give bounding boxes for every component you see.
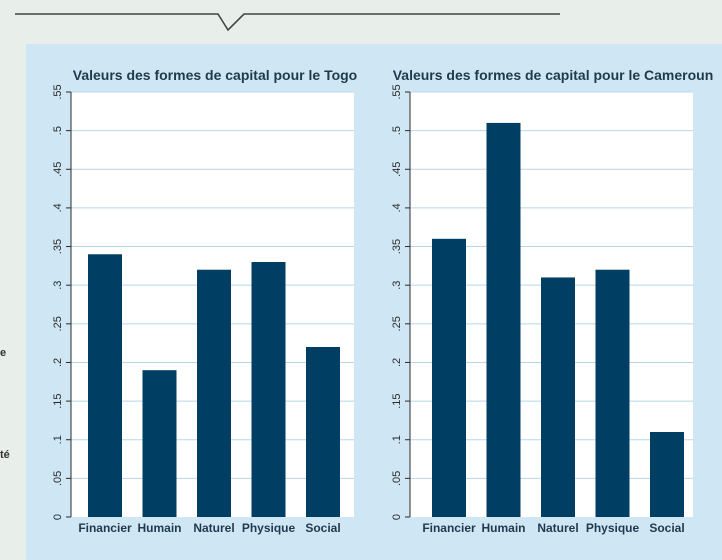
y-tick-label: .2 xyxy=(52,358,64,367)
y-tick-label: .55 xyxy=(52,84,64,99)
x-tick-label: Humain xyxy=(137,521,181,535)
x-tick-label: Physique xyxy=(586,521,640,535)
bars xyxy=(88,254,340,518)
x-tick-label: Social xyxy=(305,521,340,535)
bar-social xyxy=(650,432,684,517)
x-tick-label: Financier xyxy=(422,521,476,535)
x-tick-label: Humain xyxy=(481,521,525,535)
bars xyxy=(432,122,684,517)
y-tick-label: .5 xyxy=(391,126,403,135)
bar-naturel xyxy=(197,269,231,517)
x-tick-label: Naturel xyxy=(193,521,234,535)
y-tick-label: .3 xyxy=(391,281,403,290)
y-tick-label: 0 xyxy=(52,514,64,520)
side-text-fragment-2: té xyxy=(0,449,10,461)
bar-social xyxy=(306,347,340,517)
y-tick-label: .05 xyxy=(52,471,64,486)
y-tick-label: .3 xyxy=(52,281,64,290)
x-tick-labels: Financier Humain Naturel Physique Social xyxy=(422,521,684,535)
y-tick-label: .2 xyxy=(391,358,403,367)
y-tick-label: .45 xyxy=(391,162,403,177)
y-tick-label: .1 xyxy=(52,435,64,444)
chart-cameroun: Valeurs des formes de capital pour le Ca… xyxy=(391,67,713,535)
bar-humain xyxy=(142,370,177,517)
bar-financier xyxy=(88,254,122,518)
y-tick-label: .1 xyxy=(391,435,403,444)
x-tick-label: Social xyxy=(649,521,684,535)
y-tick-label: 0 xyxy=(391,514,403,520)
x-tick-labels: Financier Humain Naturel Physique Social xyxy=(78,521,340,535)
y-tick-label: .4 xyxy=(52,203,64,212)
y-tick-label: .5 xyxy=(52,126,64,135)
y-tick-label: .55 xyxy=(391,84,403,99)
y-tick-label: .4 xyxy=(391,203,403,212)
y-tick-label: .15 xyxy=(391,393,403,408)
x-tick-label: Naturel xyxy=(537,521,578,535)
bar-naturel xyxy=(541,277,575,517)
y-tick-label: .45 xyxy=(52,162,64,177)
x-tick-label: Physique xyxy=(242,521,296,535)
header-divider-line xyxy=(15,13,560,32)
y-tick-label: .35 xyxy=(52,239,64,254)
bar-humain xyxy=(486,122,521,517)
y-tick-label: .15 xyxy=(52,393,64,408)
x-tick-label: Financier xyxy=(78,521,132,535)
chart-title: Valeurs des formes de capital pour le Ca… xyxy=(393,67,714,83)
y-tick-label: .35 xyxy=(391,239,403,254)
bar-financier xyxy=(432,238,466,517)
y-tick-labels: 0 .05 .1 .15 .2 .25 .3 .35 .4 .45 .5 .55 xyxy=(52,84,71,520)
bar-physique xyxy=(251,262,286,517)
y-tick-label: .05 xyxy=(391,471,403,486)
bar-physique xyxy=(595,269,630,517)
y-tick-label: .25 xyxy=(391,316,403,331)
chart-togo: Valeurs des formes de capital pour le To… xyxy=(52,67,357,535)
y-tick-labels: 0 .05 .1 .15 .2 .25 .3 .35 .4 .45 .5 .55 xyxy=(391,84,410,520)
side-text-fragment-1: e xyxy=(0,347,6,359)
chart-title: Valeurs des formes de capital pour le To… xyxy=(73,67,357,83)
y-tick-label: .25 xyxy=(52,316,64,331)
